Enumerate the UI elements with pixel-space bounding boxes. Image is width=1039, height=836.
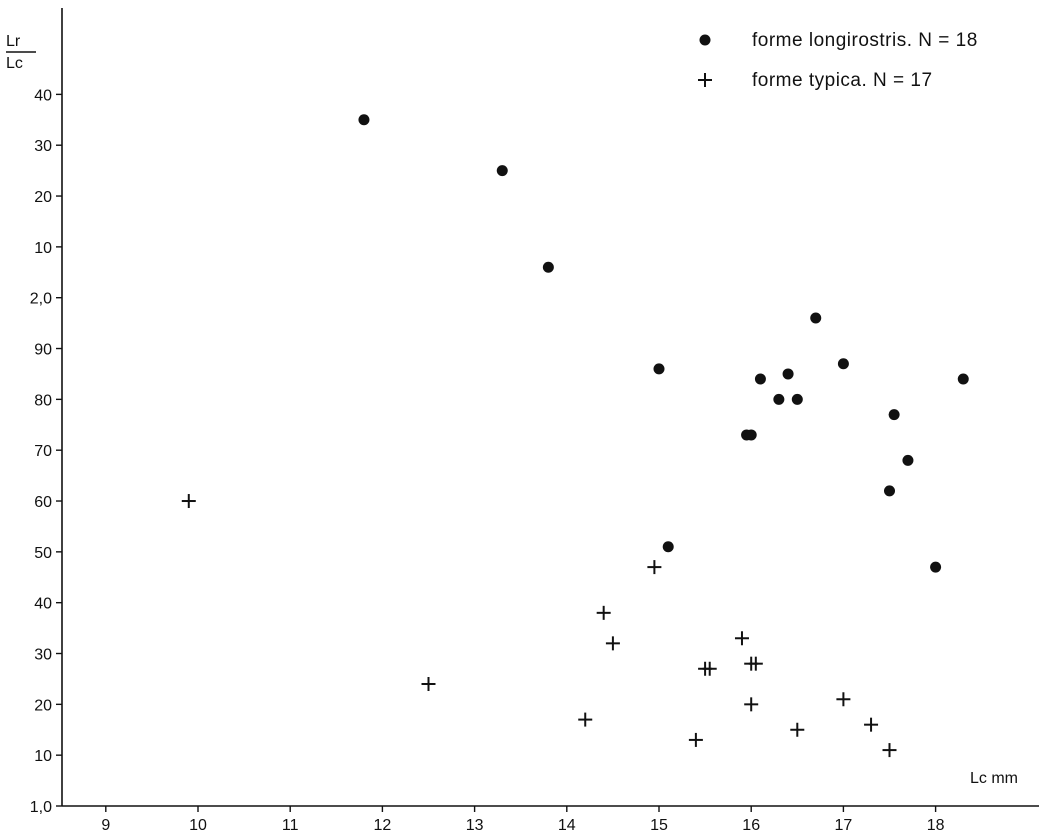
data-point-typica — [578, 712, 593, 727]
data-point-typica — [748, 656, 763, 671]
data-point-typica — [790, 722, 805, 737]
data-point-typica — [744, 697, 759, 712]
x-tick-label: 12 — [374, 817, 392, 834]
y-tick-label: 40 — [34, 596, 52, 613]
data-point-typica — [688, 732, 703, 747]
y-tick-label: 80 — [34, 392, 52, 409]
x-tick-label: 13 — [466, 817, 484, 834]
data-point-longirostris — [902, 454, 914, 466]
data-point-longirostris — [837, 358, 849, 370]
x-ticks: 9 10 11 12 13 14 15 16 17 18 — [101, 806, 945, 834]
y-tick-label: 70 — [34, 443, 52, 460]
data-point-longirostris — [810, 312, 822, 324]
data-point-typica — [882, 743, 897, 758]
data-point-longirostris — [884, 485, 895, 497]
y-tick-label: 30 — [34, 138, 52, 155]
data-point-typica — [596, 605, 611, 620]
data-point-typica — [605, 636, 620, 651]
x-tick-label: 18 — [927, 817, 945, 834]
y-tick-label: 20 — [34, 697, 52, 714]
y-tick-label: 1,0 — [30, 799, 52, 816]
data-point-longirostris — [754, 373, 766, 385]
y-tick-label: 60 — [34, 494, 52, 511]
y-tick-label: 20 — [34, 189, 52, 206]
data-marks — [181, 114, 969, 758]
legend: forme longirostris. N = 18 forme typica.… — [698, 30, 978, 91]
y-axis-label-denominator: Lc — [6, 55, 23, 72]
data-point-longirostris — [773, 393, 785, 405]
y-tick-label: 30 — [34, 647, 52, 664]
y-axis-label: Lr Lc — [6, 33, 36, 72]
data-point-longirostris — [930, 561, 942, 573]
data-point-typica — [647, 560, 662, 575]
y-tick-label: 10 — [34, 240, 52, 257]
legend-label-typica: forme typica. N = 17 — [752, 70, 933, 91]
data-point-typica — [836, 692, 851, 707]
data-point-longirostris — [888, 409, 900, 421]
y-tick-label: 2,0 — [30, 291, 52, 308]
data-point-longirostris — [542, 261, 554, 273]
data-point-longirostris — [957, 373, 969, 385]
data-point-longirostris — [653, 363, 665, 375]
x-tick-label: 15 — [650, 817, 668, 834]
y-axis-label-numerator: Lr — [6, 33, 21, 50]
data-point-typica — [181, 494, 196, 509]
legend-dot-marker — [699, 34, 711, 46]
data-point-typica — [734, 631, 749, 646]
x-tick-label: 14 — [558, 817, 576, 834]
x-tick-label: 9 — [101, 817, 110, 834]
y-tick-label: 90 — [34, 342, 52, 359]
x-tick-label: 11 — [282, 817, 299, 834]
x-axis-label: Lc mm — [970, 770, 1018, 787]
x-tick-label: 17 — [835, 817, 853, 834]
data-point-typica — [864, 717, 879, 732]
y-tick-label: 40 — [34, 87, 52, 104]
data-point-longirostris — [782, 368, 794, 380]
data-point-longirostris — [496, 165, 508, 177]
data-point-longirostris — [358, 114, 370, 126]
data-point-longirostris — [745, 429, 757, 441]
x-tick-label: 16 — [742, 817, 760, 834]
y-tick-label: 10 — [34, 748, 52, 765]
data-point-typica — [421, 677, 436, 692]
data-point-longirostris — [791, 393, 803, 405]
y-tick-label: 50 — [34, 545, 52, 562]
y-ticks: 1,0 10 20 30 40 50 60 70 80 90 2,0 10 20 30 40 — [30, 87, 62, 816]
legend-label-longirostris: forme longirostris. N = 18 — [752, 30, 978, 51]
data-point-typica — [702, 661, 717, 676]
x-tick-label: 10 — [189, 817, 207, 834]
axes — [61, 8, 1039, 807]
data-point-longirostris — [662, 541, 674, 553]
